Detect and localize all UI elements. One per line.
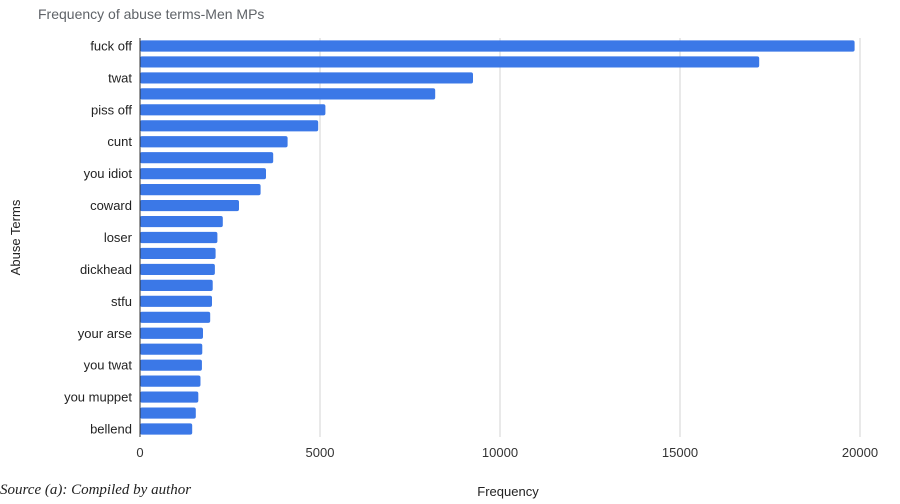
y-tick-label: your arse — [78, 326, 132, 341]
bar — [140, 295, 212, 307]
bar — [140, 423, 193, 435]
bar — [140, 359, 202, 371]
y-tick-label: you idiot — [84, 166, 133, 181]
x-tick-label: 15000 — [662, 445, 698, 460]
y-tick-label: you twat — [84, 358, 133, 373]
bar — [140, 72, 473, 84]
y-axis-title: Abuse Terms — [8, 199, 23, 275]
x-tick-label: 0 — [136, 445, 143, 460]
bar — [140, 391, 199, 403]
bar — [140, 184, 261, 196]
bar — [140, 247, 216, 260]
bars — [140, 40, 855, 435]
y-tick-label: piss off — [91, 102, 132, 117]
bar — [140, 88, 436, 100]
x-tick-label: 10000 — [482, 445, 518, 460]
bar — [140, 343, 203, 355]
y-tick-label: bellend — [90, 422, 132, 437]
bar — [140, 120, 319, 132]
bar — [140, 279, 213, 291]
y-tick-label: fuck off — [90, 38, 132, 53]
bar — [140, 56, 760, 68]
bar — [140, 168, 266, 180]
x-axis-title: Frequency — [477, 484, 539, 499]
bar — [140, 311, 211, 323]
bar — [140, 231, 218, 244]
bar — [140, 152, 274, 164]
x-tick-labels: 0 5000 10000 15000 20000 — [136, 445, 878, 460]
y-tick-labels: fuck off twat piss off cunt you idiot coward l… — [64, 38, 133, 436]
bar — [140, 136, 288, 148]
bar — [140, 199, 239, 212]
bar — [140, 40, 855, 52]
figure-source-caption: Source (a): Compiled by author — [0, 482, 192, 498]
y-tick-label: dickhead — [80, 262, 132, 277]
x-tick-label: 5000 — [306, 445, 335, 460]
y-tick-label: stfu — [111, 294, 132, 309]
y-tick-label: you muppet — [64, 390, 132, 405]
bar — [140, 375, 201, 387]
y-tick-label: loser — [104, 230, 133, 245]
bar — [140, 104, 326, 116]
y-tick-label: coward — [90, 198, 132, 213]
bar — [140, 263, 215, 276]
bar — [140, 215, 223, 228]
y-tick-label: cunt — [107, 134, 132, 149]
y-tick-label: twat — [108, 70, 132, 85]
chart-title: Frequency of abuse terms-Men MPs — [38, 6, 265, 22]
bar — [140, 327, 203, 339]
bar — [140, 407, 196, 419]
x-tick-label: 20000 — [842, 445, 878, 460]
